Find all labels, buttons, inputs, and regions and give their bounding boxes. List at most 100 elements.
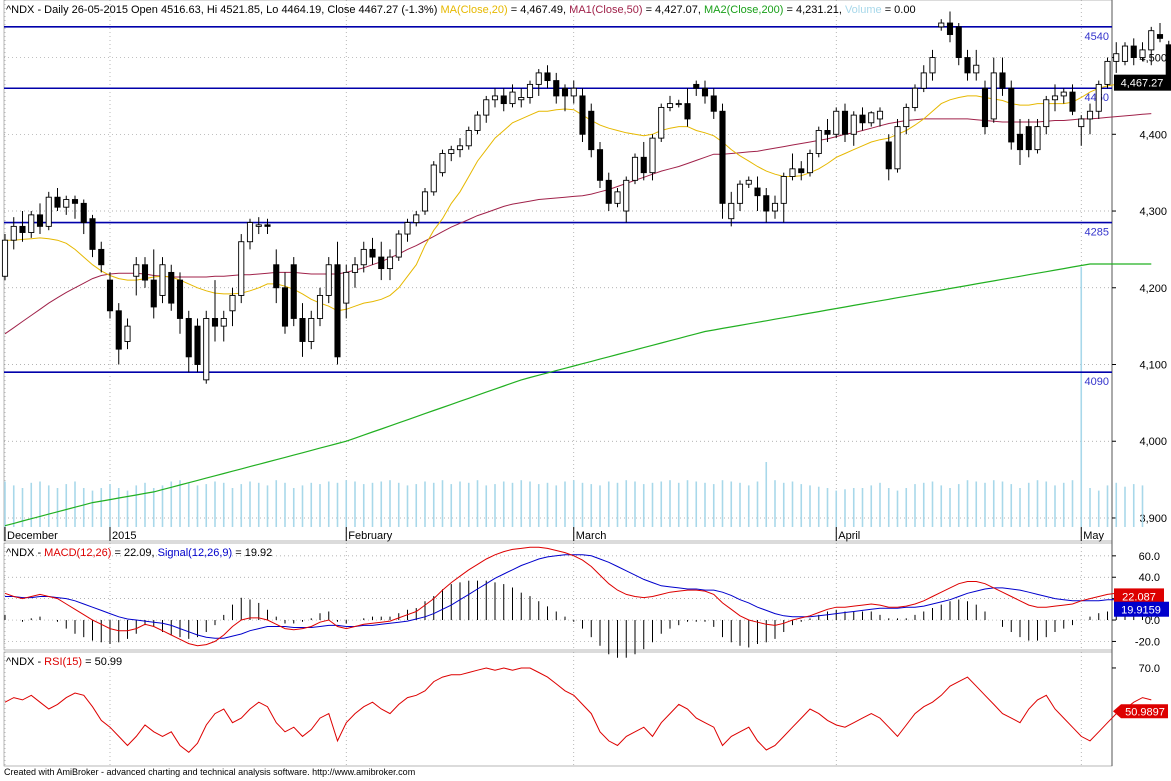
macd-tick-label: 60.0 (1139, 551, 1160, 563)
candle-down (211, 318, 219, 327)
candle-series (1, 11, 1171, 384)
candle-up (63, 199, 70, 208)
candle-up (736, 183, 744, 204)
candle-down (89, 218, 96, 250)
ma50-line (4, 113, 1152, 335)
price-header-part: ^NDX - Daily 26-05-2015 Open 4516.63, Hi… (6, 4, 440, 16)
candle-down (141, 264, 149, 281)
candle-up (448, 149, 455, 154)
x-axis-label: December (7, 530, 58, 542)
candle-up (509, 91, 516, 105)
price-tick-label: 4,100 (1139, 360, 1167, 372)
candle-up (920, 72, 927, 89)
candle-up (465, 130, 472, 147)
candle-down (605, 179, 612, 204)
price-header-part: Volume (845, 4, 882, 16)
candle-down (693, 83, 700, 89)
candle-down (1130, 45, 1137, 59)
candle-down (561, 87, 569, 97)
rsi-value-label: 50.9897 (1125, 706, 1165, 718)
macd-tick-label: -20.0 (1135, 636, 1160, 648)
x-axis-label: February (348, 530, 393, 542)
macd-tick-label: 0.0 (1145, 615, 1160, 627)
candle-down (596, 149, 604, 181)
candle-down (754, 187, 761, 197)
candle-up (570, 87, 577, 97)
x-axis-label: May (1083, 530, 1104, 542)
price-tick-label: 4,500 (1139, 53, 1167, 65)
candle-up (1104, 60, 1111, 85)
candle-up (360, 248, 367, 266)
candle-up (1051, 95, 1059, 101)
candle-up (938, 22, 945, 28)
macd-header-part: = 19.92 (232, 547, 272, 559)
macd-header-part: = 22.09, (111, 547, 157, 559)
candle-up (439, 153, 446, 174)
candle-down (54, 196, 61, 208)
rsi-tick-label: 70.0 (1139, 663, 1160, 675)
level-label: 4090 (1085, 376, 1109, 388)
candle-up (526, 83, 534, 98)
candle-down (710, 95, 717, 112)
macd-histogram (4, 580, 1152, 658)
last-price-box (1114, 74, 1171, 91)
candle-down (1016, 133, 1024, 151)
candle-down (290, 264, 297, 319)
candle-up (1148, 30, 1155, 51)
candle-up (1034, 126, 1041, 151)
signal-value-box (1114, 601, 1169, 617)
candle-up (203, 318, 210, 381)
candle-up (474, 114, 481, 131)
rsi-header: ^NDX - RSI(15) = 50.99 (6, 656, 122, 668)
candle-down (701, 87, 709, 97)
candle-down (841, 110, 849, 135)
candle-down (859, 114, 866, 124)
candle-up (351, 264, 359, 273)
footer-credit: Created with AmiBroker - advanced charti… (4, 767, 416, 777)
candle-up (789, 168, 796, 177)
signal-value-label: 19.9159 (1121, 605, 1161, 617)
candle-down (981, 87, 989, 128)
candle-down (378, 256, 385, 270)
candle-up (1095, 83, 1102, 112)
candle-down (955, 26, 962, 59)
last-price-label: 4,467.27 (1121, 78, 1164, 90)
candle-up (483, 99, 490, 116)
candle-down (553, 80, 560, 97)
candle-down (798, 168, 805, 174)
candle-up (343, 271, 350, 304)
candle-up (325, 264, 332, 296)
candle-up (133, 264, 140, 277)
candle-down (334, 264, 341, 358)
candle-up (868, 112, 875, 124)
candle-up (1060, 91, 1067, 97)
candle-down (588, 110, 595, 151)
candle-down (299, 318, 306, 342)
price-tick-label: 4,300 (1139, 206, 1167, 218)
candle-up (1121, 45, 1129, 62)
candle-up (28, 214, 35, 233)
candle-down (98, 248, 105, 266)
price-tick-label: 4,200 (1139, 283, 1167, 295)
candle-down (719, 110, 726, 204)
candle-down (185, 318, 192, 358)
candle-up (238, 241, 245, 296)
candle-down (80, 202, 87, 223)
rsi-header-part: ^NDX - (6, 656, 44, 668)
candle-up (159, 264, 166, 296)
candle-up (255, 224, 262, 227)
price-header-part: = 4,231.21, (783, 4, 844, 16)
candle-down (19, 225, 26, 233)
candle-down (264, 224, 271, 227)
candle-up (535, 72, 542, 85)
candle-up (1086, 110, 1094, 120)
candle-down (999, 72, 1006, 89)
candle-down (1156, 34, 1164, 39)
candle-down (281, 287, 289, 327)
ma20-line (5, 81, 1152, 312)
rsi-value-box (1113, 704, 1168, 719)
candle-down (71, 199, 79, 204)
candle-up (973, 64, 980, 74)
candle-up (1, 239, 9, 277)
